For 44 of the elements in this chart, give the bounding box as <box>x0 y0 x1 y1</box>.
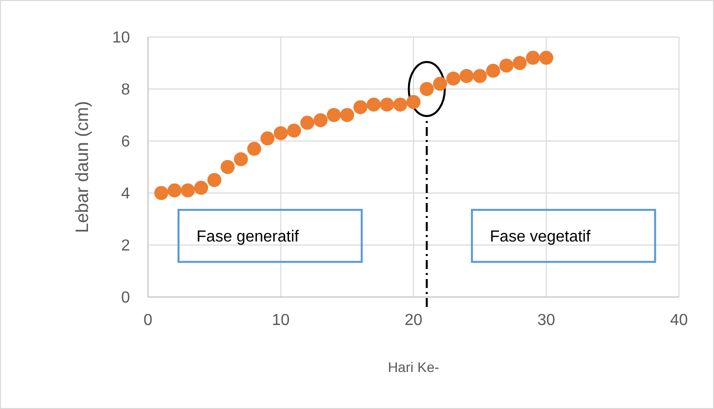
point <box>366 98 381 112</box>
point <box>406 95 420 109</box>
point <box>194 180 208 195</box>
y-tick-label: 10 <box>112 30 130 47</box>
point <box>486 64 500 78</box>
y-tick-label: 2 <box>121 238 130 255</box>
point <box>433 76 448 91</box>
point <box>539 50 554 65</box>
point <box>300 116 314 130</box>
y-tick-label: 4 <box>121 186 130 203</box>
point <box>446 72 460 86</box>
point <box>460 69 474 83</box>
point <box>353 100 368 114</box>
point <box>314 113 328 128</box>
annotation: Fase generatif <box>196 228 300 246</box>
point <box>154 186 168 200</box>
x-tick-label: 10 <box>272 312 290 329</box>
point <box>512 56 527 70</box>
point <box>247 142 262 156</box>
point <box>380 98 394 112</box>
point <box>168 183 182 198</box>
y-tick-label: 6 <box>121 134 130 151</box>
x-axis-title: Hari Ke- <box>388 359 440 375</box>
y-tick-label: 0 <box>121 290 130 307</box>
point <box>499 58 514 73</box>
annotation: Fase vegetatif <box>490 228 591 246</box>
point <box>207 173 222 187</box>
x-tick-label: 30 <box>537 312 556 329</box>
point <box>326 108 341 122</box>
y-axis-title: Lebar daun (cm) <box>72 100 92 234</box>
point <box>340 108 354 122</box>
y-tick-label: 8 <box>121 82 130 99</box>
point <box>287 124 302 138</box>
x-tick-label: 20 <box>404 312 422 329</box>
x-tick-label: 40 <box>670 312 688 329</box>
x-tick-label: 0 <box>144 312 153 329</box>
point <box>274 126 288 140</box>
point <box>260 131 274 146</box>
point <box>472 69 487 83</box>
point <box>234 152 248 166</box>
point <box>220 160 235 174</box>
point <box>180 183 195 198</box>
point <box>526 50 540 65</box>
point <box>393 98 408 112</box>
